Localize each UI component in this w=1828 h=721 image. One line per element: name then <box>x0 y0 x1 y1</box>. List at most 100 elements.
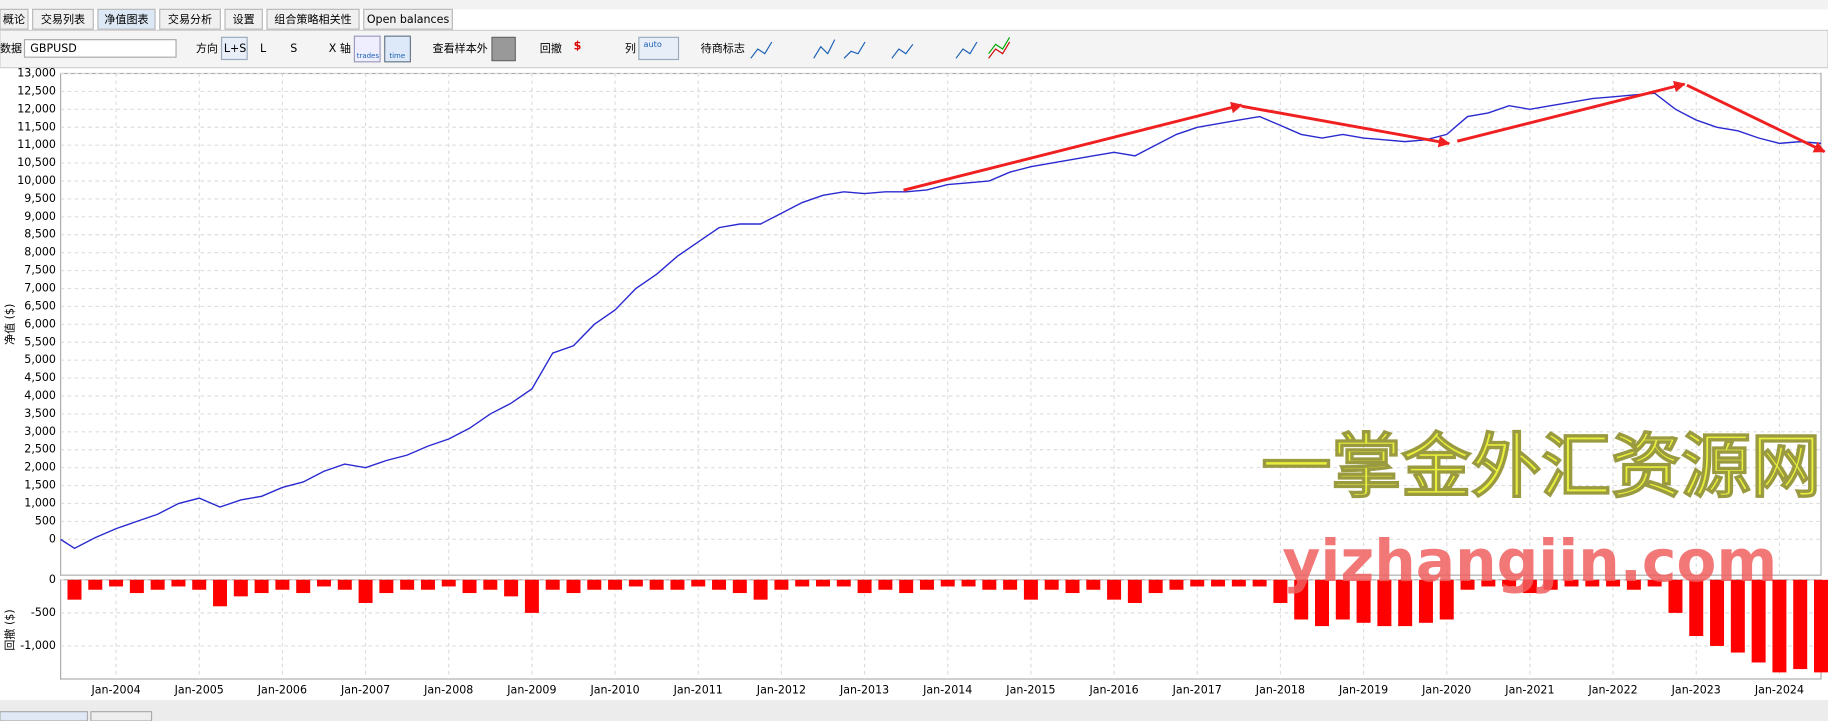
x-tick-label: Jan-2022 <box>1587 684 1637 697</box>
tab[interactable] <box>0 8 29 30</box>
drawdown-bar <box>504 579 519 597</box>
arrow <box>903 101 1243 192</box>
y-axis-label: 净值 ($) <box>2 304 16 345</box>
drawdown-bar <box>1086 579 1101 590</box>
drawdown-bar <box>1065 579 1080 594</box>
tab[interactable] <box>97 8 156 30</box>
y-tick-label: 2,500 <box>24 443 56 456</box>
tab[interactable] <box>224 8 263 30</box>
y-tick-label: 11,000 <box>17 138 56 151</box>
x-tick-label: Jan-2018 <box>1255 684 1305 697</box>
direction[interactable]: L <box>260 42 267 55</box>
tab-label[interactable]: 概论 <box>3 12 25 26</box>
drawdown-bar <box>1814 579 1828 673</box>
x-tick-label: Jan-2015 <box>1005 684 1055 697</box>
y-tick-label: 6,000 <box>24 317 56 330</box>
drawdown-bar <box>483 579 498 590</box>
direction[interactable]: S <box>290 42 297 55</box>
arrow <box>1686 83 1826 153</box>
toolbar-items: 数据 GBPUSD 方向 L+S L S X 轴 trades time 查看样… <box>0 35 1011 63</box>
symbol-select[interactable] <box>23 39 177 58</box>
drawdown-bar <box>462 579 477 594</box>
x-tick-label: Jan-2024 <box>1754 684 1804 697</box>
drawdown-bar <box>1211 579 1226 587</box>
tab-label[interactable]: 组合策略相关性 <box>274 12 351 26</box>
drawdown-bar <box>1668 579 1683 613</box>
drawdown-bar <box>1044 579 1059 590</box>
bottom-tab[interactable] <box>90 711 153 721</box>
y-tick-label: 0 <box>49 573 56 586</box>
out-of-sample[interactable]: 查看样本外 <box>433 41 488 55</box>
drawdown-bar <box>1377 579 1392 627</box>
drawdown-bar <box>296 579 311 594</box>
tab-label[interactable]: Open balances <box>367 13 450 26</box>
tab-label[interactable]: 设置 <box>233 13 255 26</box>
columns-mode[interactable]: auto <box>644 39 662 49</box>
equity-line <box>60 92 1822 550</box>
drawdown-bar <box>1626 579 1641 590</box>
watermark-title: 一掌金外汇资源网 <box>1261 425 1821 507</box>
drawdown-bar <box>608 579 623 590</box>
toolbar-icons[interactable] <box>750 37 1011 59</box>
tab[interactable] <box>159 8 221 30</box>
y-tick-label: -1,000 <box>20 639 56 652</box>
drawdown-bar <box>524 579 539 613</box>
drawdown-bar <box>441 579 456 587</box>
drawdown-bar <box>109 579 124 587</box>
drawdown-label: 回撤 <box>540 41 562 55</box>
tab-label[interactable]: 交易列表 <box>41 12 85 26</box>
drawdown-bar <box>774 579 789 590</box>
drawdown-bar <box>337 579 352 590</box>
tab[interactable] <box>266 8 360 30</box>
x-tick-label: Jan-2009 <box>506 684 556 697</box>
drawdown-bar <box>1772 579 1787 673</box>
drawdown-bar <box>566 579 581 594</box>
x-tick-label: Jan-2023 <box>1671 684 1721 697</box>
x-tick-label: Jan-2013 <box>839 684 889 697</box>
columns-button[interactable] <box>638 36 680 61</box>
symbol: GBPUSD <box>30 42 76 55</box>
drawdown-bar <box>129 579 144 594</box>
drawdown-bar <box>88 579 103 590</box>
tab-label[interactable]: 净值图表 <box>104 12 148 26</box>
direction-button[interactable] <box>220 36 248 61</box>
y-axis-label: 回撤 ($) <box>2 609 16 650</box>
y-tick-label: 3,500 <box>24 407 56 420</box>
drawdown-bar <box>1439 579 1454 620</box>
y-tick-label: 3,000 <box>24 425 56 438</box>
drawdown-bar <box>233 579 248 597</box>
oos-button[interactable] <box>491 36 516 62</box>
plots: 0 500 1,000 1,500 2,000 2,500 3,000 3,500 4,000 4… <box>17 66 1828 697</box>
x-tick-label: Jan-2011 <box>673 684 723 697</box>
bottom-tab[interactable] <box>0 711 89 721</box>
x-tick-label: Jan-2010 <box>589 684 639 697</box>
tab-label[interactable]: 交易分析 <box>168 12 212 26</box>
drawdown-bar <box>1231 579 1246 587</box>
y-tick-label: 500 <box>35 514 56 527</box>
x-mode[interactable]: trades <box>357 52 380 60</box>
drawdown-unit[interactable]: $ <box>574 40 582 53</box>
drawdown-bar <box>213 579 228 607</box>
x-tick-label: Jan-2017 <box>1172 684 1222 697</box>
x-mode-button[interactable] <box>353 35 381 63</box>
y-tick-label: -500 <box>31 606 56 619</box>
tab[interactable] <box>32 8 94 30</box>
status-bar <box>0 700 1828 721</box>
drawdown-bar <box>857 579 872 594</box>
drawdown-bar <box>358 579 373 603</box>
direction[interactable]: L+S <box>224 42 246 55</box>
drawdown-bar <box>712 579 727 590</box>
x-tick-label: Jan-2021 <box>1504 684 1554 697</box>
drawdown-bar <box>192 579 207 590</box>
tab[interactable] <box>363 8 453 30</box>
trade-marks-label: 待商标志 <box>701 41 745 55</box>
y-tick-label: 9,500 <box>24 192 56 205</box>
x-mode-button[interactable] <box>384 35 411 63</box>
drawdown-bar <box>1169 579 1184 590</box>
y-tick-label: 4,000 <box>24 389 56 402</box>
drawdown-bar <box>545 579 560 590</box>
x-mode[interactable]: time <box>389 52 405 60</box>
drawdown-bar <box>1564 579 1579 587</box>
y-tick-label: 12,000 <box>17 102 56 115</box>
